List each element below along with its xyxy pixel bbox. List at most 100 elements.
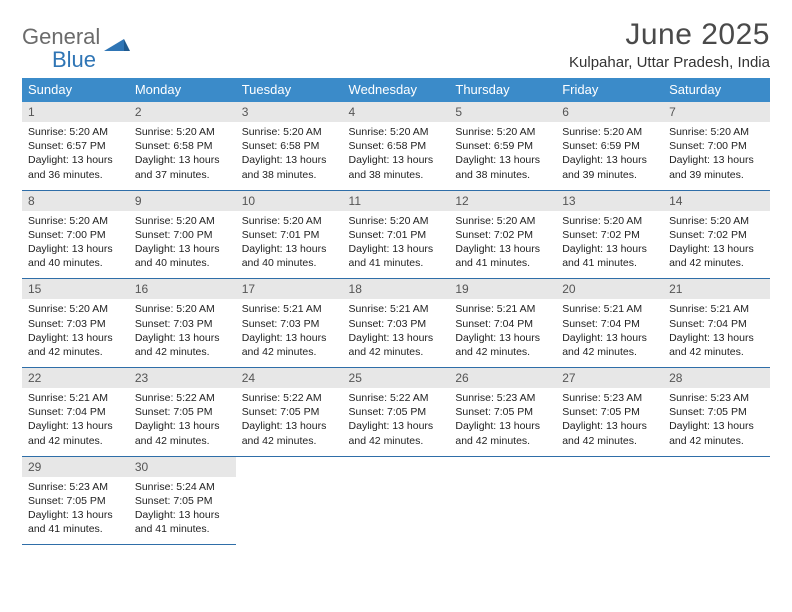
daylight-line: Daylight: 13 hours and 40 minutes. — [135, 242, 230, 270]
day-body: Sunrise: 5:20 AMSunset: 6:58 PMDaylight:… — [343, 122, 450, 190]
daylight-line: Daylight: 13 hours and 39 minutes. — [562, 153, 657, 181]
daylight-line: Daylight: 13 hours and 36 minutes. — [28, 153, 123, 181]
daylight-line: Daylight: 13 hours and 42 minutes. — [562, 331, 657, 359]
day-number: 11 — [343, 191, 450, 211]
day-number: 21 — [663, 279, 770, 299]
sunset-line: Sunset: 7:05 PM — [135, 494, 230, 508]
sunset-line: Sunset: 6:59 PM — [455, 139, 550, 153]
daylight-line: Daylight: 13 hours and 42 minutes. — [669, 419, 764, 447]
location-subtitle: Kulpahar, Uttar Pradesh, India — [569, 54, 770, 71]
dow-wednesday: Wednesday — [343, 78, 450, 102]
sunset-line: Sunset: 6:59 PM — [562, 139, 657, 153]
day-body: Sunrise: 5:24 AMSunset: 7:05 PMDaylight:… — [129, 477, 236, 545]
daylight-line: Daylight: 13 hours and 42 minutes. — [242, 419, 337, 447]
sunset-line: Sunset: 7:05 PM — [242, 405, 337, 419]
dow-tuesday: Tuesday — [236, 78, 343, 102]
day-number: 25 — [343, 368, 450, 388]
day-number: 15 — [22, 279, 129, 299]
day-cell: 14Sunrise: 5:20 AMSunset: 7:02 PMDayligh… — [663, 190, 770, 279]
day-cell: 18Sunrise: 5:21 AMSunset: 7:03 PMDayligh… — [343, 279, 450, 368]
day-cell — [556, 456, 663, 545]
daylight-line: Daylight: 13 hours and 38 minutes. — [349, 153, 444, 181]
day-cell: 24Sunrise: 5:22 AMSunset: 7:05 PMDayligh… — [236, 368, 343, 457]
day-number: 6 — [556, 102, 663, 122]
week-row: 29Sunrise: 5:23 AMSunset: 7:05 PMDayligh… — [22, 456, 770, 545]
daylight-line: Daylight: 13 hours and 42 minutes. — [349, 419, 444, 447]
sunrise-line: Sunrise: 5:23 AM — [28, 480, 123, 494]
day-body: Sunrise: 5:23 AMSunset: 7:05 PMDaylight:… — [663, 388, 770, 456]
day-number: 9 — [129, 191, 236, 211]
sunrise-line: Sunrise: 5:23 AM — [562, 391, 657, 405]
day-number: 10 — [236, 191, 343, 211]
sunset-line: Sunset: 7:01 PM — [242, 228, 337, 242]
daylight-line: Daylight: 13 hours and 42 minutes. — [242, 331, 337, 359]
daylight-line: Daylight: 13 hours and 41 minutes. — [28, 508, 123, 536]
day-number: 8 — [22, 191, 129, 211]
week-row: 8Sunrise: 5:20 AMSunset: 7:00 PMDaylight… — [22, 190, 770, 279]
day-body: Sunrise: 5:20 AMSunset: 6:58 PMDaylight:… — [129, 122, 236, 190]
day-number: 19 — [449, 279, 556, 299]
day-body: Sunrise: 5:20 AMSunset: 6:59 PMDaylight:… — [556, 122, 663, 190]
sunrise-line: Sunrise: 5:22 AM — [135, 391, 230, 405]
daylight-line: Daylight: 13 hours and 40 minutes. — [242, 242, 337, 270]
day-body: Sunrise: 5:21 AMSunset: 7:04 PMDaylight:… — [449, 299, 556, 367]
sunrise-line: Sunrise: 5:20 AM — [349, 125, 444, 139]
dow-friday: Friday — [556, 78, 663, 102]
day-number: 5 — [449, 102, 556, 122]
dow-monday: Monday — [129, 78, 236, 102]
brand-part1: General — [22, 24, 100, 49]
sunset-line: Sunset: 7:00 PM — [135, 228, 230, 242]
daylight-line: Daylight: 13 hours and 42 minutes. — [135, 331, 230, 359]
day-cell: 12Sunrise: 5:20 AMSunset: 7:02 PMDayligh… — [449, 190, 556, 279]
dow-thursday: Thursday — [449, 78, 556, 102]
week-row: 1Sunrise: 5:20 AMSunset: 6:57 PMDaylight… — [22, 102, 770, 190]
day-body: Sunrise: 5:22 AMSunset: 7:05 PMDaylight:… — [236, 388, 343, 456]
week-row: 15Sunrise: 5:20 AMSunset: 7:03 PMDayligh… — [22, 279, 770, 368]
sunrise-line: Sunrise: 5:20 AM — [562, 125, 657, 139]
sunrise-line: Sunrise: 5:21 AM — [562, 302, 657, 316]
sunset-line: Sunset: 7:01 PM — [349, 228, 444, 242]
day-body: Sunrise: 5:21 AMSunset: 7:03 PMDaylight:… — [343, 299, 450, 367]
day-cell: 1Sunrise: 5:20 AMSunset: 6:57 PMDaylight… — [22, 102, 129, 190]
day-cell: 21Sunrise: 5:21 AMSunset: 7:04 PMDayligh… — [663, 279, 770, 368]
sunrise-line: Sunrise: 5:20 AM — [455, 125, 550, 139]
sunrise-line: Sunrise: 5:21 AM — [242, 302, 337, 316]
day-cell: 28Sunrise: 5:23 AMSunset: 7:05 PMDayligh… — [663, 368, 770, 457]
sunset-line: Sunset: 6:58 PM — [349, 139, 444, 153]
day-cell: 27Sunrise: 5:23 AMSunset: 7:05 PMDayligh… — [556, 368, 663, 457]
day-body: Sunrise: 5:20 AMSunset: 7:03 PMDaylight:… — [22, 299, 129, 367]
day-cell: 6Sunrise: 5:20 AMSunset: 6:59 PMDaylight… — [556, 102, 663, 190]
day-body: Sunrise: 5:23 AMSunset: 7:05 PMDaylight:… — [22, 477, 129, 545]
day-number: 17 — [236, 279, 343, 299]
sunrise-line: Sunrise: 5:23 AM — [455, 391, 550, 405]
day-cell: 9Sunrise: 5:20 AMSunset: 7:00 PMDaylight… — [129, 190, 236, 279]
sunset-line: Sunset: 7:00 PM — [28, 228, 123, 242]
sunrise-line: Sunrise: 5:20 AM — [242, 125, 337, 139]
day-cell: 5Sunrise: 5:20 AMSunset: 6:59 PMDaylight… — [449, 102, 556, 190]
day-body: Sunrise: 5:20 AMSunset: 7:03 PMDaylight:… — [129, 299, 236, 367]
daylight-line: Daylight: 13 hours and 42 minutes. — [349, 331, 444, 359]
day-body: Sunrise: 5:20 AMSunset: 7:00 PMDaylight:… — [22, 211, 129, 279]
daylight-line: Daylight: 13 hours and 41 minutes. — [349, 242, 444, 270]
day-number: 16 — [129, 279, 236, 299]
day-cell: 13Sunrise: 5:20 AMSunset: 7:02 PMDayligh… — [556, 190, 663, 279]
day-body: Sunrise: 5:20 AMSunset: 7:01 PMDaylight:… — [236, 211, 343, 279]
day-number: 28 — [663, 368, 770, 388]
day-cell — [236, 456, 343, 545]
sunrise-line: Sunrise: 5:20 AM — [135, 302, 230, 316]
day-cell: 16Sunrise: 5:20 AMSunset: 7:03 PMDayligh… — [129, 279, 236, 368]
day-body: Sunrise: 5:21 AMSunset: 7:04 PMDaylight:… — [556, 299, 663, 367]
sunset-line: Sunset: 7:05 PM — [455, 405, 550, 419]
day-of-week-header: Sunday Monday Tuesday Wednesday Thursday… — [22, 78, 770, 102]
day-number: 4 — [343, 102, 450, 122]
day-cell: 3Sunrise: 5:20 AMSunset: 6:58 PMDaylight… — [236, 102, 343, 190]
brand-logo: General Blue — [22, 18, 130, 72]
day-body: Sunrise: 5:20 AMSunset: 7:02 PMDaylight:… — [449, 211, 556, 279]
day-cell — [343, 456, 450, 545]
day-body: Sunrise: 5:22 AMSunset: 7:05 PMDaylight:… — [129, 388, 236, 456]
sunrise-line: Sunrise: 5:21 AM — [669, 302, 764, 316]
sunrise-line: Sunrise: 5:20 AM — [135, 125, 230, 139]
sunset-line: Sunset: 7:02 PM — [455, 228, 550, 242]
sunset-line: Sunset: 7:02 PM — [669, 228, 764, 242]
day-cell: 17Sunrise: 5:21 AMSunset: 7:03 PMDayligh… — [236, 279, 343, 368]
